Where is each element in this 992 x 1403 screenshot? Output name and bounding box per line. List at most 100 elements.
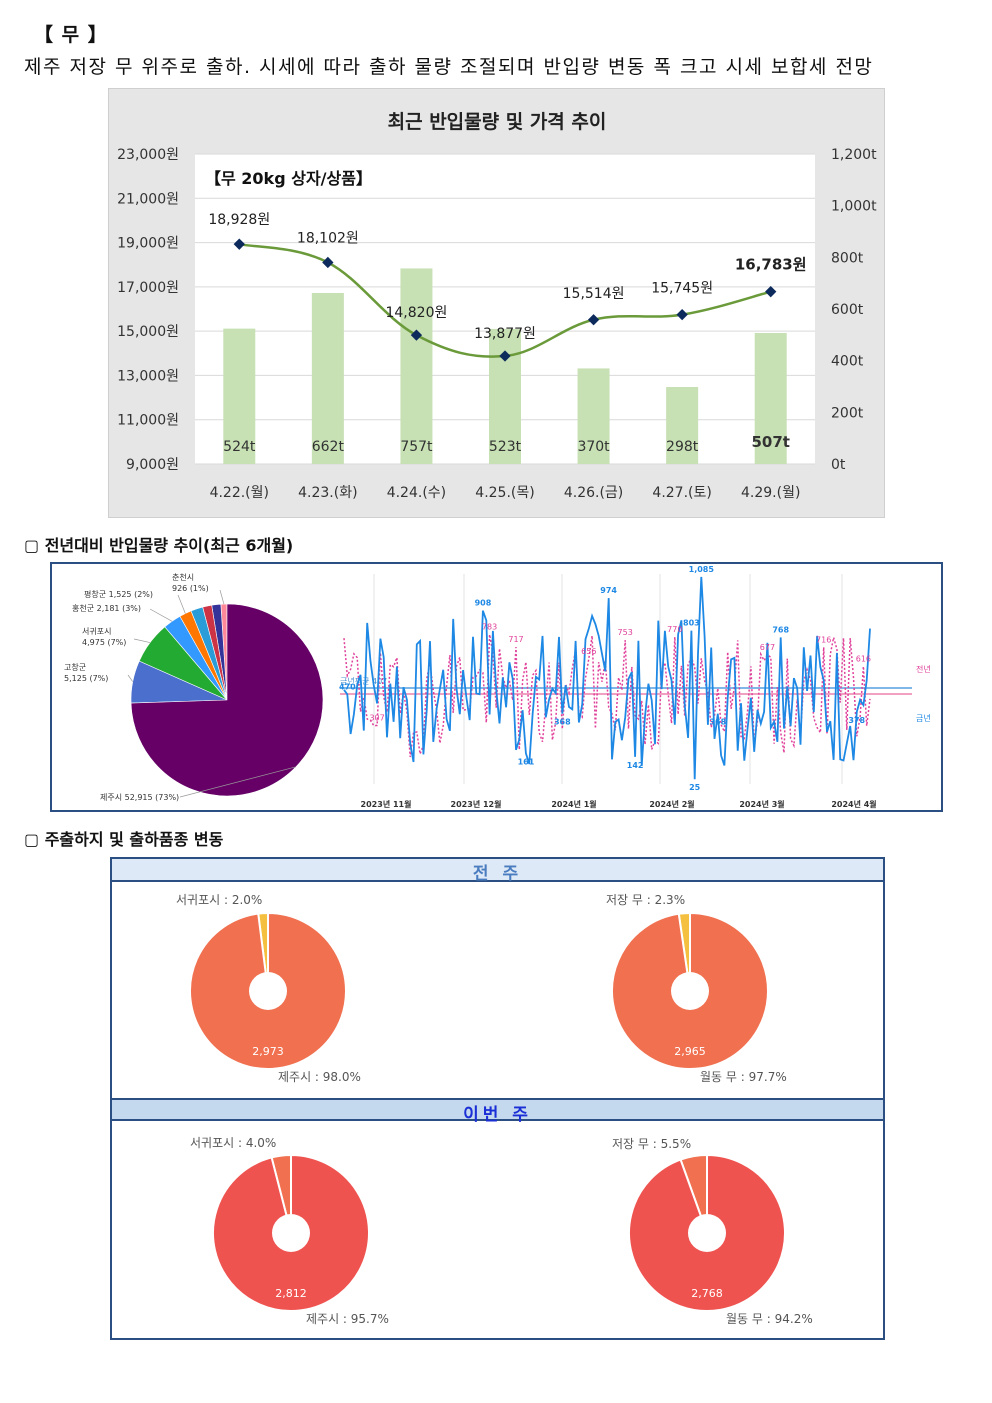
price-label: 13,877원 <box>474 326 536 342</box>
price-volume-chart-svg: 최근 반입물량 및 가격 추이 【무 20kg 상자/상품】 524t 662t 7… <box>117 111 877 501</box>
pie-label: 평창군 1,525 (2%) <box>84 589 153 599</box>
price-label: 14,820원 <box>385 305 447 321</box>
y-left-tick: 17,000원 <box>117 280 179 296</box>
y-left-tick: 9,000원 <box>126 457 179 473</box>
volume-bar-label: 662t <box>312 439 345 455</box>
origin-variety-panel: 전 주 이번 주 2,973 서귀포시 : 2.0% 제주시 : 98.0% 2,96… <box>110 857 885 1340</box>
pie-leader-line <box>133 638 151 643</box>
price-label: 15,745원 <box>651 281 713 297</box>
y-right-tick: 400t <box>831 354 864 370</box>
volume-bar-label: 298t <box>666 439 699 455</box>
price-label: 16,783원 <box>735 256 807 274</box>
legend-last-year: 전년 <box>916 664 931 674</box>
x-tick: 4.22.(월) <box>210 485 269 501</box>
price-point <box>410 329 423 341</box>
price-point <box>676 308 688 321</box>
point-label-last-year: 616 <box>856 654 871 663</box>
pie-leader-line <box>179 766 297 798</box>
section-heading-origin-variety: ▢ 주출하지 및 출하품종 변동 <box>24 830 224 849</box>
y-left-tick: 21,000원 <box>117 191 179 207</box>
point-label-this-year: 142 <box>627 761 644 770</box>
price-point <box>322 256 334 269</box>
donut-value-label: 2,812 <box>275 1287 307 1300</box>
volume-trend-svg: 춘천시 926 (1%) 평창군 1,525 (2%) 홍천군 2,181 (3%) 서… <box>64 565 931 809</box>
y-right-tick: 1,000t <box>831 199 877 215</box>
pie-leader-line <box>177 594 186 614</box>
point-label-this-year: 974 <box>600 586 617 595</box>
donut-minor-label: 저장 무 : 5.5% <box>612 1137 691 1151</box>
section-title: 【 무 】 <box>34 24 108 46</box>
x-tick: 2024년 2월 <box>649 799 694 809</box>
pie-label: 926 (1%) <box>172 584 209 593</box>
pie-label: 춘천시 <box>172 572 194 582</box>
y-left-tick: 11,000원 <box>117 413 179 429</box>
pie-leader-line <box>219 589 225 605</box>
point-label-last-year: 783 <box>482 623 497 632</box>
point-label-this-year: 25 <box>689 783 701 792</box>
donut-main-label: 월동 무 : 94.2% <box>726 1312 813 1326</box>
x-tick: 2024년 3월 <box>739 799 784 809</box>
volume-bar-label: 523t <box>489 439 522 455</box>
volume-bar <box>311 292 344 464</box>
x-tick: 4.25.(목) <box>475 485 534 501</box>
x-tick: 4.29.(월) <box>741 485 800 501</box>
volume-bar <box>400 268 433 464</box>
volume-trend-panel: 춘천시 926 (1%) 평창군 1,525 (2%) 홍천군 2,181 (3%) 서… <box>50 562 943 812</box>
donut-hole <box>688 1214 726 1252</box>
price-point <box>233 238 245 250</box>
point-label-this-year: 161 <box>518 757 535 766</box>
chart-title: 최근 반입물량 및 가격 추이 <box>388 111 607 133</box>
pie-label: 고창군 <box>64 663 86 672</box>
point-label-last-year: 716 <box>816 635 831 644</box>
point-label-this-year: 803 <box>683 619 700 628</box>
point-label-this-year: 1,085 <box>689 565 715 574</box>
x-tick: 4.23.(화) <box>298 485 357 501</box>
x-tick: 2024년 1월 <box>551 799 596 809</box>
x-tick: 4.27.(토) <box>652 485 711 501</box>
volume-bar-label: 524t <box>223 439 256 455</box>
pie-label: 5,125 (7%) <box>64 674 108 683</box>
price-point <box>587 314 600 326</box>
point-label-this-year: 908 <box>475 599 492 608</box>
y-right-tick: 0t <box>831 457 846 473</box>
donut-minor-label: 서귀포시 : 4.0% <box>190 1136 276 1150</box>
point-label-this-year: 368 <box>709 718 726 727</box>
point-label-last-year: 753 <box>618 628 633 637</box>
x-tick: 2023년 12월 <box>451 799 502 809</box>
volume-bar-label: 757t <box>400 439 433 455</box>
point-label-this-year: 368 <box>554 718 571 727</box>
x-tick: 4.24.(수) <box>387 485 446 501</box>
price-point <box>765 286 777 298</box>
y-left-tick: 15,000원 <box>117 324 179 340</box>
avg-label: 금년평균 407 <box>340 676 387 686</box>
donut-hole <box>272 1214 310 1252</box>
point-label-last-year: 770 <box>667 625 682 634</box>
y-right-tick: 200t <box>831 405 864 421</box>
point-label-this-year: 378 <box>848 716 865 725</box>
y-left-tick: 23,000원 <box>117 147 179 163</box>
donut-minor-label: 저장 무 : 2.3% <box>606 893 685 907</box>
volume-bar <box>754 333 787 464</box>
pie-label: 서귀포시 <box>82 626 111 636</box>
y-right-tick: 800t <box>831 250 864 266</box>
donut-main-label: 제주시 : 95.7% <box>306 1312 389 1326</box>
price-volume-chart: 최근 반입물량 및 가격 추이 【무 20kg 상자/상품】 524t 662t 7… <box>108 88 885 518</box>
donut-value-label: 2,973 <box>252 1045 284 1058</box>
point-label-this-year: 768 <box>772 625 789 634</box>
donut-value-label: 2,965 <box>674 1045 706 1058</box>
pie-label: 제주시 52,915 (73%) <box>100 793 179 802</box>
pie-label: 4,975 (7%) <box>82 638 126 647</box>
band-prev-week: 전 주 <box>112 859 883 884</box>
donut-value-label: 2,768 <box>691 1287 723 1300</box>
price-label: 18,928원 <box>208 212 270 228</box>
summary-text: 제주 저장 무 위주로 출하. 시세에 따라 출하 물량 조절되며 반입량 변동… <box>24 56 874 78</box>
pie-label: 홍천군 2,181 (3%) <box>72 603 141 613</box>
x-tick: 2023년 11월 <box>361 799 412 809</box>
legend-this-year: 금년 <box>916 713 931 723</box>
y-right-tick: 600t <box>831 302 864 318</box>
chart-subtitle: 【무 20kg 상자/상품】 <box>205 169 372 188</box>
series-line-this-year <box>343 576 871 780</box>
y-left-tick: 13,000원 <box>117 368 179 384</box>
y-right-tick: 1,200t <box>831 147 877 163</box>
price-point <box>499 350 511 362</box>
